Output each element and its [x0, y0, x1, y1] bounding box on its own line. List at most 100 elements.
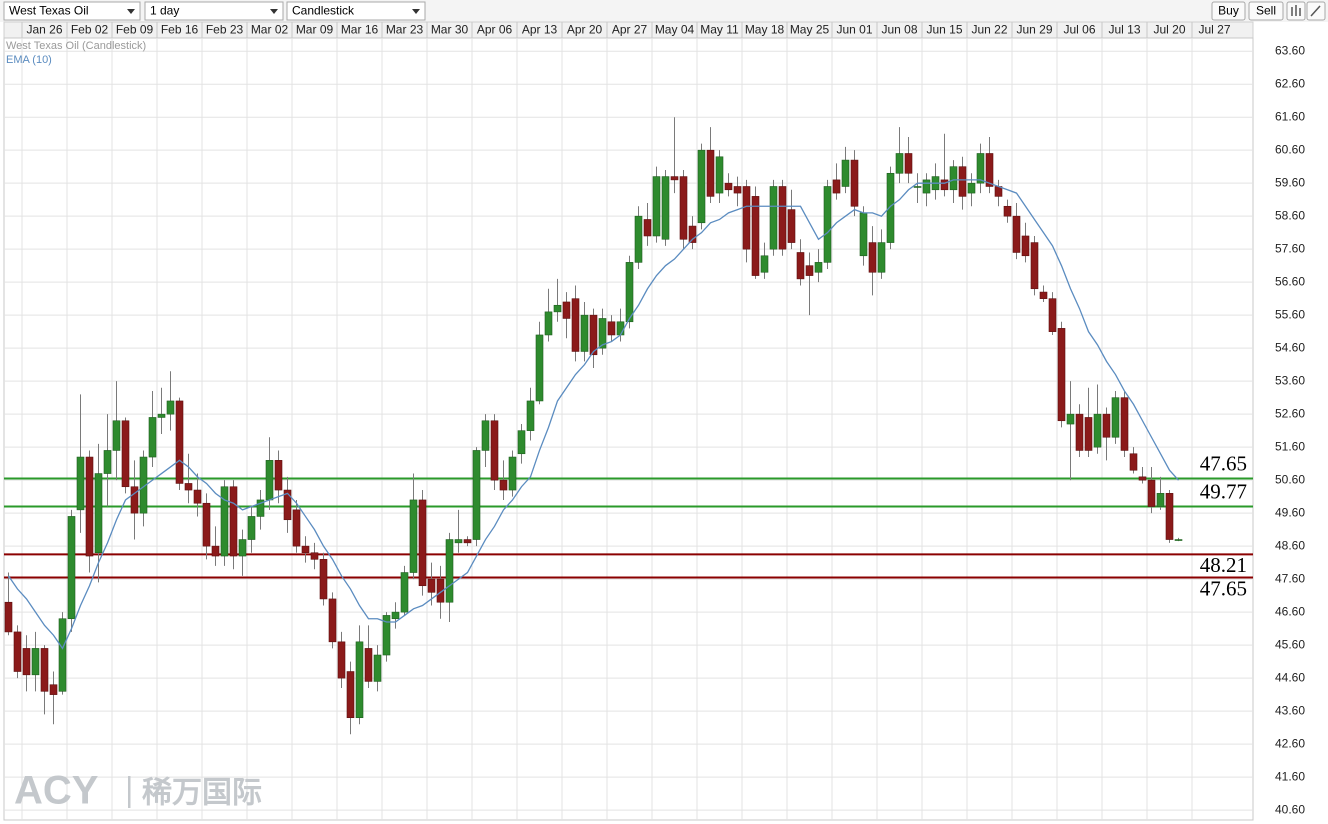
y-tick-label: 40.60: [1275, 802, 1305, 816]
watermark-divider: [128, 776, 131, 808]
candle-body: [913, 186, 922, 188]
y-tick-label: 41.60: [1275, 769, 1305, 783]
x-tick-label: Apr 20: [567, 23, 603, 37]
candle-body: [850, 159, 859, 207]
y-tick-label: 50.60: [1275, 472, 1305, 486]
candle-body: [427, 578, 436, 593]
candle-body: [166, 400, 175, 415]
y-tick-label: 56.60: [1275, 274, 1305, 288]
candle-body: [121, 420, 130, 488]
candle-body: [652, 176, 661, 237]
grid: 40.60 41.60 42.60 43.60 44.60 45.60 46.60 47.60…: [4, 22, 1305, 820]
candle-body: [679, 176, 688, 240]
y-tick-label: 55.60: [1275, 307, 1305, 321]
candle-body: [1174, 539, 1183, 541]
chart-style-label: Candlestick: [292, 4, 355, 18]
y-tick-label: 60.60: [1275, 142, 1305, 156]
candle-body: [247, 516, 256, 540]
candle-body: [598, 318, 607, 349]
candle-body: [751, 196, 760, 276]
candle-body: [436, 578, 445, 603]
candle-body: [184, 483, 193, 491]
candle-body: [211, 545, 220, 557]
candle-body: [1084, 417, 1093, 451]
x-tick-label: Jun 29: [1016, 23, 1052, 37]
candle-body: [220, 486, 229, 557]
candle-body: [769, 186, 778, 250]
candle-body: [904, 153, 913, 174]
candle-body: [1111, 397, 1120, 438]
candle-body: [139, 456, 148, 514]
y-tick-label: 61.60: [1275, 109, 1305, 123]
candle-body: [418, 499, 427, 587]
buy-button[interactable]: Buy: [1211, 1, 1246, 21]
candle-body: [85, 456, 94, 557]
candle-body: [976, 153, 985, 184]
y-tick-label: 63.60: [1275, 43, 1305, 57]
instrument-select[interactable]: West Texas Oil: [3, 1, 141, 21]
candle-body: [1129, 453, 1138, 471]
ema-legend: EMA (10): [6, 54, 52, 66]
draw-button[interactable]: [1306, 1, 1326, 21]
candle-body: [607, 321, 616, 336]
watermark-brand-cn: 稀万国际: [142, 776, 262, 811]
y-tick-label: 54.60: [1275, 340, 1305, 354]
level-label: 49.77: [1200, 479, 1247, 503]
chart-style-select[interactable]: Candlestick: [286, 1, 426, 21]
y-tick-label: 45.60: [1275, 637, 1305, 651]
candle-body: [823, 186, 832, 263]
candle-body: [499, 479, 508, 491]
candle-body: [49, 684, 58, 695]
x-tick-label: May 18: [745, 23, 785, 37]
x-tick-label: Jun 01: [836, 23, 872, 37]
candle-body: [1048, 298, 1057, 332]
candle-body: [1120, 397, 1129, 451]
interval-select[interactable]: 1 day: [144, 1, 284, 21]
x-tick-label: Jul 27: [1198, 23, 1230, 37]
y-tick-label: 62.60: [1275, 76, 1305, 90]
candle-body: [940, 179, 949, 191]
candle-body: [697, 149, 706, 224]
candle-body: [1102, 413, 1111, 438]
candle-body: [526, 400, 535, 431]
x-tick-label: Mar 09: [296, 23, 334, 37]
candle-body: [1156, 493, 1165, 507]
candle-body: [859, 212, 868, 257]
y-tick-label: 51.60: [1275, 439, 1305, 453]
candle-body: [796, 252, 805, 280]
candle-body: [22, 648, 31, 676]
candle-body: [787, 209, 796, 243]
candle-body: [454, 539, 463, 544]
candle-body: [373, 654, 382, 682]
y-tick-label: 52.60: [1275, 406, 1305, 420]
candle-body: [292, 509, 301, 547]
indicator-button[interactable]: [1286, 1, 1306, 21]
candle-body: [103, 450, 112, 474]
sell-button[interactable]: Sell: [1248, 1, 1284, 21]
candle-body: [445, 539, 454, 603]
x-tick-label: Mar 30: [431, 23, 469, 37]
candle-body: [1039, 291, 1048, 299]
x-tick-label: Jun 15: [926, 23, 962, 37]
x-tick-label: Apr 06: [477, 23, 513, 37]
candle-body: [301, 545, 310, 554]
candle-body: [409, 499, 418, 573]
y-tick-label: 48.60: [1275, 538, 1305, 552]
x-tick-label: May 04: [655, 23, 695, 37]
candle-body: [724, 182, 733, 191]
x-tick-label: Feb 16: [161, 23, 199, 37]
candle-body: [328, 598, 337, 643]
candle-body: [1075, 413, 1084, 451]
candle-body: [661, 176, 670, 240]
sell-label: Sell: [1256, 4, 1276, 18]
candle-body: [1012, 215, 1021, 253]
candle-body: [508, 456, 517, 491]
candle-body: [364, 648, 373, 682]
candle-body: [706, 149, 715, 197]
candle-body: [688, 225, 697, 243]
buy-label: Buy: [1218, 4, 1239, 18]
candle-body: [571, 298, 580, 352]
candle-body: [382, 615, 391, 656]
